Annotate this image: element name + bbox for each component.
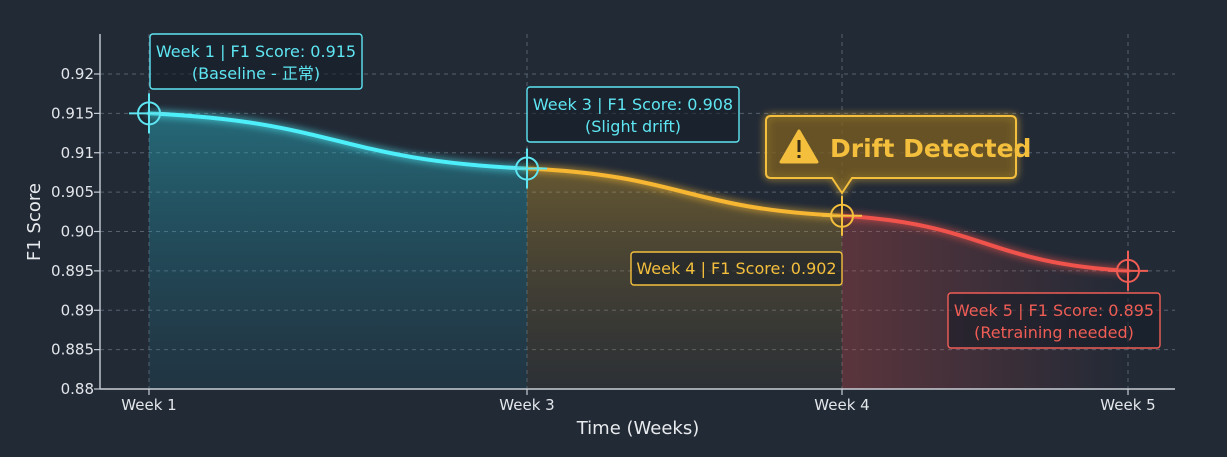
x-tick-label: Week 5 [1100,396,1155,414]
y-tick-label: 0.895 [51,262,94,280]
point-callout: Week 4 | F1 Score: 0.902 [630,251,843,286]
alert-balloon [765,115,1017,195]
data-point [129,93,169,134]
callout-subtitle: (Slight drift) [585,117,681,136]
area-segment [149,113,527,389]
callout-subtitle: (Baseline - 正常) [192,64,320,83]
alert-label: Drift Detected [830,134,1031,163]
axes: 0.88 0.885 0.89 0.895 0.90 0.905 0.91 0.915 0.92… [51,34,1175,414]
data-point [1108,250,1148,291]
callout-box [526,86,740,143]
line-segment [147,111,529,171]
callout-title: Week 5 | F1 Score: 0.895 [954,301,1154,320]
line-segment [840,213,1130,273]
data-point [822,195,862,236]
callout-box [630,251,843,286]
callout-title: Week 4 | F1 Score: 0.902 [636,259,836,278]
y-tick-label: 0.885 [51,341,94,359]
point-callout: Week 5 | F1 Score: 0.895 (Retraining need… [947,292,1161,349]
point-callout: Week 1 | F1 Score: 0.915 (Baseline - 正常) [149,33,363,90]
callout-box [149,33,363,90]
warning-triangle-icon [779,129,819,164]
y-axis-title: F1 Score [24,183,45,261]
data-markers [129,93,1148,291]
callout-title: Week 3 | F1 Score: 0.908 [533,95,733,114]
x-tick-label: Week 1 [121,396,176,414]
callout-title: Week 1 | F1 Score: 0.915 [156,42,356,61]
x-tick-label: Week 4 [814,396,869,414]
line-segment [525,166,844,218]
point-callout: Week 3 | F1 Score: 0.908 (Slight drift) [526,86,740,143]
callout-subtitle: (Retraining needed) [974,323,1134,342]
series-line [147,111,1130,273]
y-tick-label: 0.92 [61,65,94,83]
data-point [507,148,547,189]
y-tick-label: 0.915 [51,104,94,122]
x-axis-title: Time (Weeks) [576,418,700,439]
y-tick-label: 0.89 [61,301,94,319]
callout-box [947,292,1161,349]
callouts: Week 1 | F1 Score: 0.915(Baseline - 正常)W… [149,33,1161,349]
y-tick-label: 0.88 [61,380,94,398]
x-tick-label: Week 3 [499,396,554,414]
y-tick-label: 0.91 [61,144,94,162]
y-tick-label: 0.905 [51,183,94,201]
y-tick-label: 0.90 [61,223,94,241]
drift-alert: Drift Detected [765,115,1031,195]
